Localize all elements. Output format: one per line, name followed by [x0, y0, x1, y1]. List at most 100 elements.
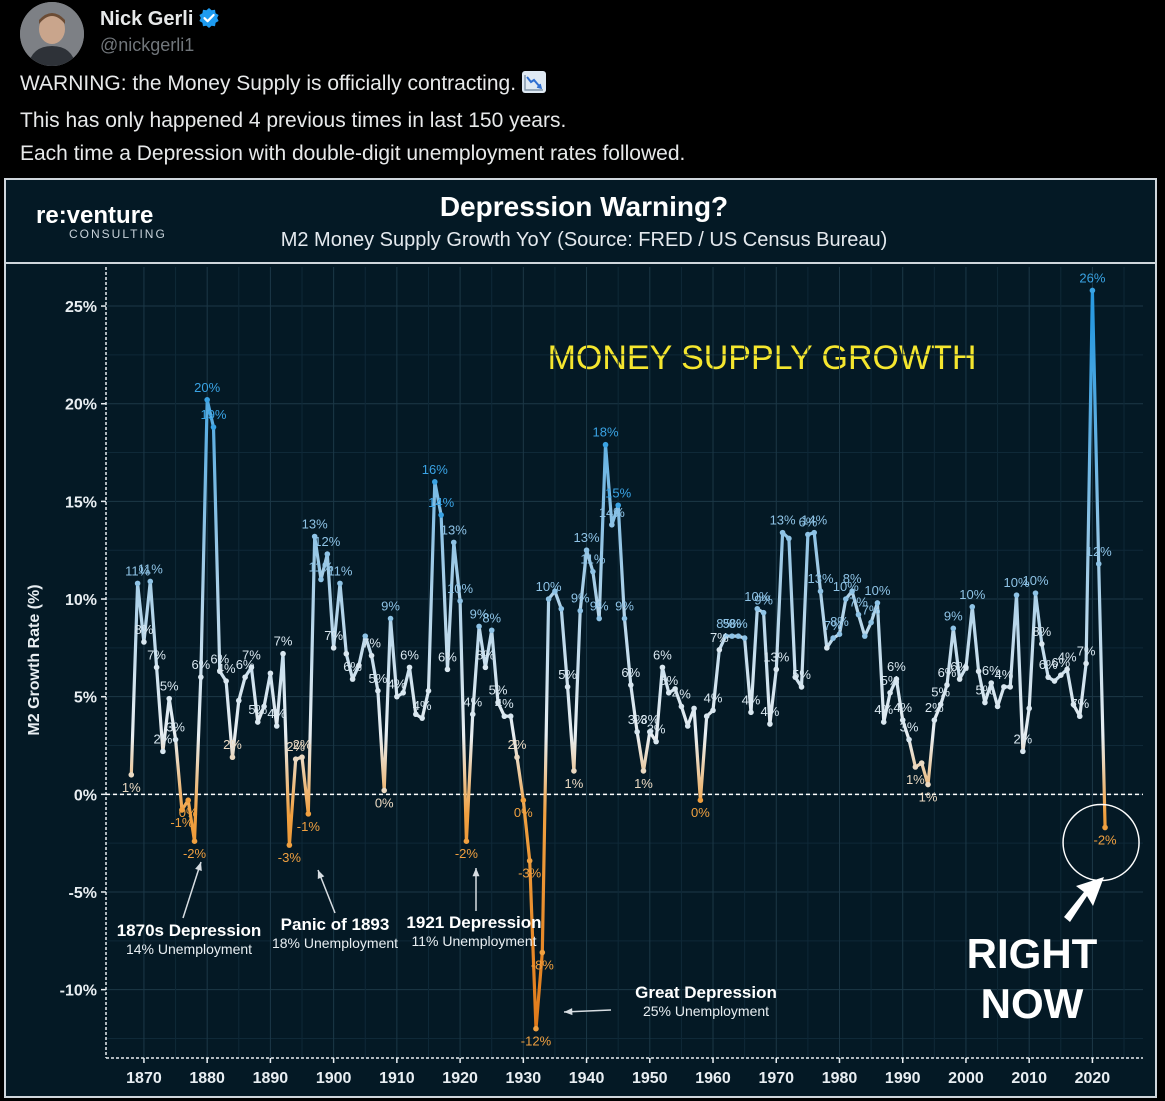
data-point: [469, 711, 476, 718]
data-point: [931, 717, 938, 723]
point-label: 2%: [293, 737, 312, 752]
data-point: [305, 811, 312, 817]
data-point: [198, 674, 204, 680]
point-label: 5%: [558, 667, 577, 682]
point-label: 5%: [792, 667, 811, 682]
point-label: 2%: [1013, 731, 1032, 746]
data-point: [128, 772, 135, 778]
point-label: 8%: [716, 616, 735, 631]
point-label: 7%: [710, 630, 729, 645]
data-point: [684, 723, 691, 729]
data-point: [419, 715, 425, 721]
data-point: [956, 676, 963, 682]
point-label: 19%: [200, 407, 226, 422]
data-point: [1102, 824, 1108, 831]
point-label: 6%: [191, 657, 210, 672]
callout-line-1: RIGHT: [967, 930, 1098, 977]
annotation-arrowhead: [472, 868, 480, 877]
point-label: 14%: [428, 495, 454, 510]
data-point: [343, 650, 350, 657]
point-label: -1%: [297, 819, 321, 834]
data-point: [678, 703, 685, 710]
chart-image[interactable]: re:venture CONSULTING Depression Warning…: [4, 178, 1157, 1098]
data-point: [381, 787, 388, 794]
x-tick-label: 1950: [632, 1070, 668, 1087]
data-point: [1013, 592, 1020, 598]
point-label: 10%: [959, 587, 985, 602]
data-point: [779, 529, 786, 536]
point-label: 13%: [302, 517, 328, 532]
data-point: [286, 842, 293, 848]
data-point: [425, 688, 432, 694]
data-point: [463, 838, 470, 845]
data-point: [836, 631, 843, 637]
data-point: [596, 615, 603, 622]
point-label: 5%: [976, 683, 995, 698]
data-point: [457, 598, 463, 604]
callout-arrow-icon: [1064, 877, 1104, 922]
tweet-header: Nick Gerli @nickgerli1: [20, 2, 1140, 72]
point-label: 14%: [599, 505, 625, 520]
data-point: [514, 754, 520, 761]
data-point: [1026, 705, 1032, 712]
data-point: [311, 533, 318, 540]
y-tick-label: 5%: [74, 690, 97, 707]
callout-line-2: NOW: [981, 980, 1084, 1027]
point-label: 10%: [864, 583, 890, 598]
point-label: 2%: [223, 737, 242, 752]
point-label: 7%: [242, 647, 261, 662]
data-point: [640, 768, 647, 774]
data-point: [786, 535, 792, 542]
data-point: [1051, 678, 1058, 684]
data-point: [994, 703, 1001, 710]
point-label: 1%: [122, 780, 141, 795]
data-point: [533, 1025, 539, 1032]
annotation-title: Great Depression: [635, 983, 777, 1002]
data-point: [1045, 674, 1051, 680]
point-label: 5%: [931, 684, 950, 699]
data-point: [349, 676, 356, 682]
data-point: [387, 615, 394, 622]
data-point: [615, 502, 621, 509]
data-point: [773, 666, 780, 673]
y-tick-label: 20%: [65, 397, 97, 414]
data-point: [906, 736, 912, 743]
x-tick-label: 1980: [822, 1070, 858, 1087]
data-point: [204, 397, 210, 403]
data-point: [444, 666, 451, 673]
point-label: 5%: [160, 679, 179, 694]
point-label: 10%: [1004, 575, 1030, 590]
point-label: 5%: [659, 673, 678, 688]
avatar[interactable]: [20, 2, 84, 66]
point-label: 6%: [1039, 657, 1058, 672]
point-label: 9%: [381, 599, 400, 614]
y-tick-label: 0%: [74, 787, 97, 804]
point-label: 16%: [422, 462, 448, 477]
point-label: 6%: [887, 659, 906, 674]
x-tick-label: 1970: [758, 1070, 794, 1087]
data-point: [628, 682, 634, 688]
x-tick-label: 1880: [189, 1070, 225, 1087]
data-point: [861, 633, 868, 639]
data-point: [849, 588, 855, 595]
x-tick-label: 1940: [569, 1070, 605, 1087]
tweet-text-line-3: Each time a Depression with double-digit…: [20, 142, 686, 165]
author-handle[interactable]: @nickgerli1: [100, 35, 195, 55]
annotation-title: 1921 Depression: [406, 913, 541, 932]
data-point: [1057, 672, 1064, 678]
data-point: [824, 645, 830, 651]
data-point: [400, 689, 406, 696]
point-label: 7%: [362, 636, 381, 651]
data-point: [526, 857, 533, 864]
data-point: [577, 607, 584, 614]
author-name[interactable]: Nick Gerli: [100, 7, 220, 35]
data-point: [1007, 684, 1014, 690]
data-point: [539, 949, 546, 956]
data-point: [337, 580, 343, 587]
data-point: [944, 682, 950, 688]
point-label: 6%: [1051, 655, 1070, 670]
point-label: 6%: [950, 659, 969, 674]
x-tick-label: 1920: [442, 1070, 478, 1087]
point-label: 7%: [862, 602, 881, 617]
point-label: 6%: [236, 657, 255, 672]
